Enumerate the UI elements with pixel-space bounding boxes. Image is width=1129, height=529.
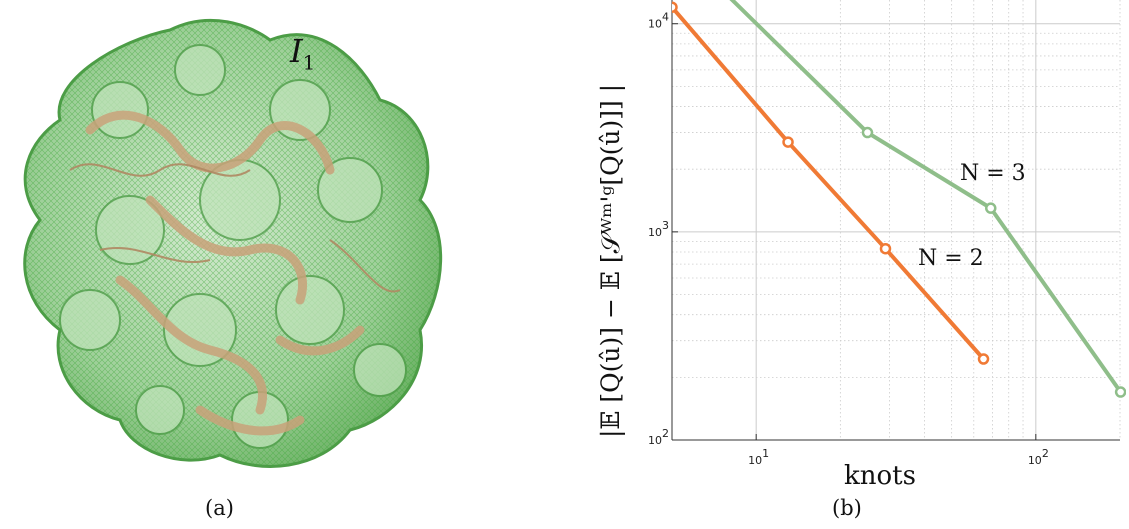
data-series	[672, 0, 1126, 398]
x-tick-exponent: 1	[762, 447, 769, 460]
protein-ribbon	[85, 110, 365, 436]
molecular-surface	[23, 18, 443, 468]
x-tick-exponent: 2	[1042, 447, 1049, 460]
data-point	[985, 202, 997, 214]
caption-b: (b)	[832, 496, 862, 520]
data-point	[977, 353, 990, 365]
x-tick-label: 10	[748, 454, 762, 467]
series-3	[729, 0, 1126, 398]
grid-lines	[672, 0, 1121, 441]
series-label: N = 3	[960, 161, 1026, 186]
series-line	[672, 5, 985, 361]
y-tick-exponent: 3	[662, 219, 669, 232]
x-tick-label: 10	[1028, 454, 1042, 467]
series-label: N = 2	[918, 246, 984, 271]
data-point	[879, 242, 892, 255]
y-tick-label: 10	[648, 434, 662, 447]
series-2	[672, 1, 990, 365]
y-tick-exponent: 4	[662, 11, 669, 24]
data-point	[861, 126, 874, 139]
y-axis-label: |𝔼 [Q(û)] − 𝔼 [𝒮ᵂᵐ'ᵍ[Q(û)]] |	[596, 83, 625, 438]
protein-label: I1	[290, 32, 316, 75]
data-point	[1114, 386, 1126, 398]
data-point	[782, 136, 794, 148]
series-labels: N = 2 N = 3	[918, 161, 1026, 271]
series-line	[729, 0, 1123, 394]
y-tick-label: 10	[648, 226, 662, 239]
data-point	[672, 1, 678, 13]
y-tick-label: 10	[648, 18, 662, 31]
caption-a: (a)	[205, 496, 234, 520]
x-axis-label: knots	[844, 461, 916, 490]
protein-surface-illustration	[23, 18, 443, 468]
protein-panel: I1 (a)	[0, 0, 560, 529]
y-tick-exponent: 2	[662, 427, 669, 440]
